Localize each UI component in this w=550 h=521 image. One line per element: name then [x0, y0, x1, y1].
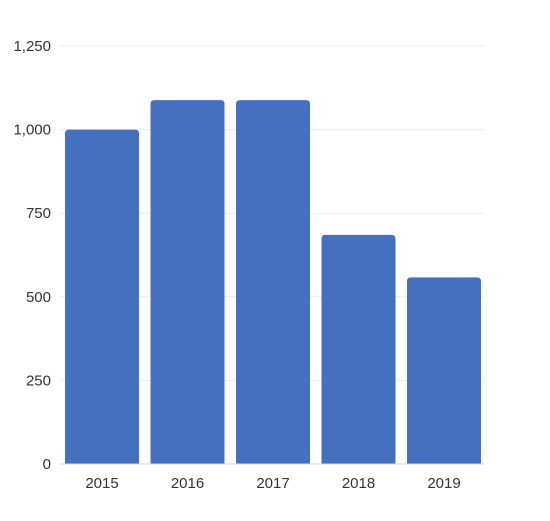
- x-tick-label: 2017: [256, 475, 289, 492]
- y-tick-label: 1,250: [13, 38, 51, 55]
- bar-2015: [65, 129, 139, 464]
- x-tick-label: 2019: [427, 475, 460, 492]
- bar-2019: [407, 277, 481, 464]
- bar-2016: [150, 100, 225, 465]
- x-tick-label: 2018: [342, 475, 375, 492]
- bar-2017: [236, 100, 310, 465]
- y-tick-label: 500: [26, 289, 51, 306]
- x-axis-tick-labels: 2015 2016 2017 2018 2019: [85, 475, 460, 492]
- bar-2018: [321, 234, 396, 464]
- y-tick-label: 250: [26, 372, 51, 389]
- bars: [65, 100, 481, 465]
- x-tick-label: 2016: [171, 475, 204, 492]
- y-axis-tick-labels: 0 250 500 750 1,000 1,250: [13, 38, 51, 473]
- y-tick-label: 0: [43, 456, 51, 473]
- x-tick-label: 2015: [85, 475, 118, 492]
- y-tick-label: 750: [26, 205, 51, 222]
- y-tick-label: 1,000: [13, 122, 51, 139]
